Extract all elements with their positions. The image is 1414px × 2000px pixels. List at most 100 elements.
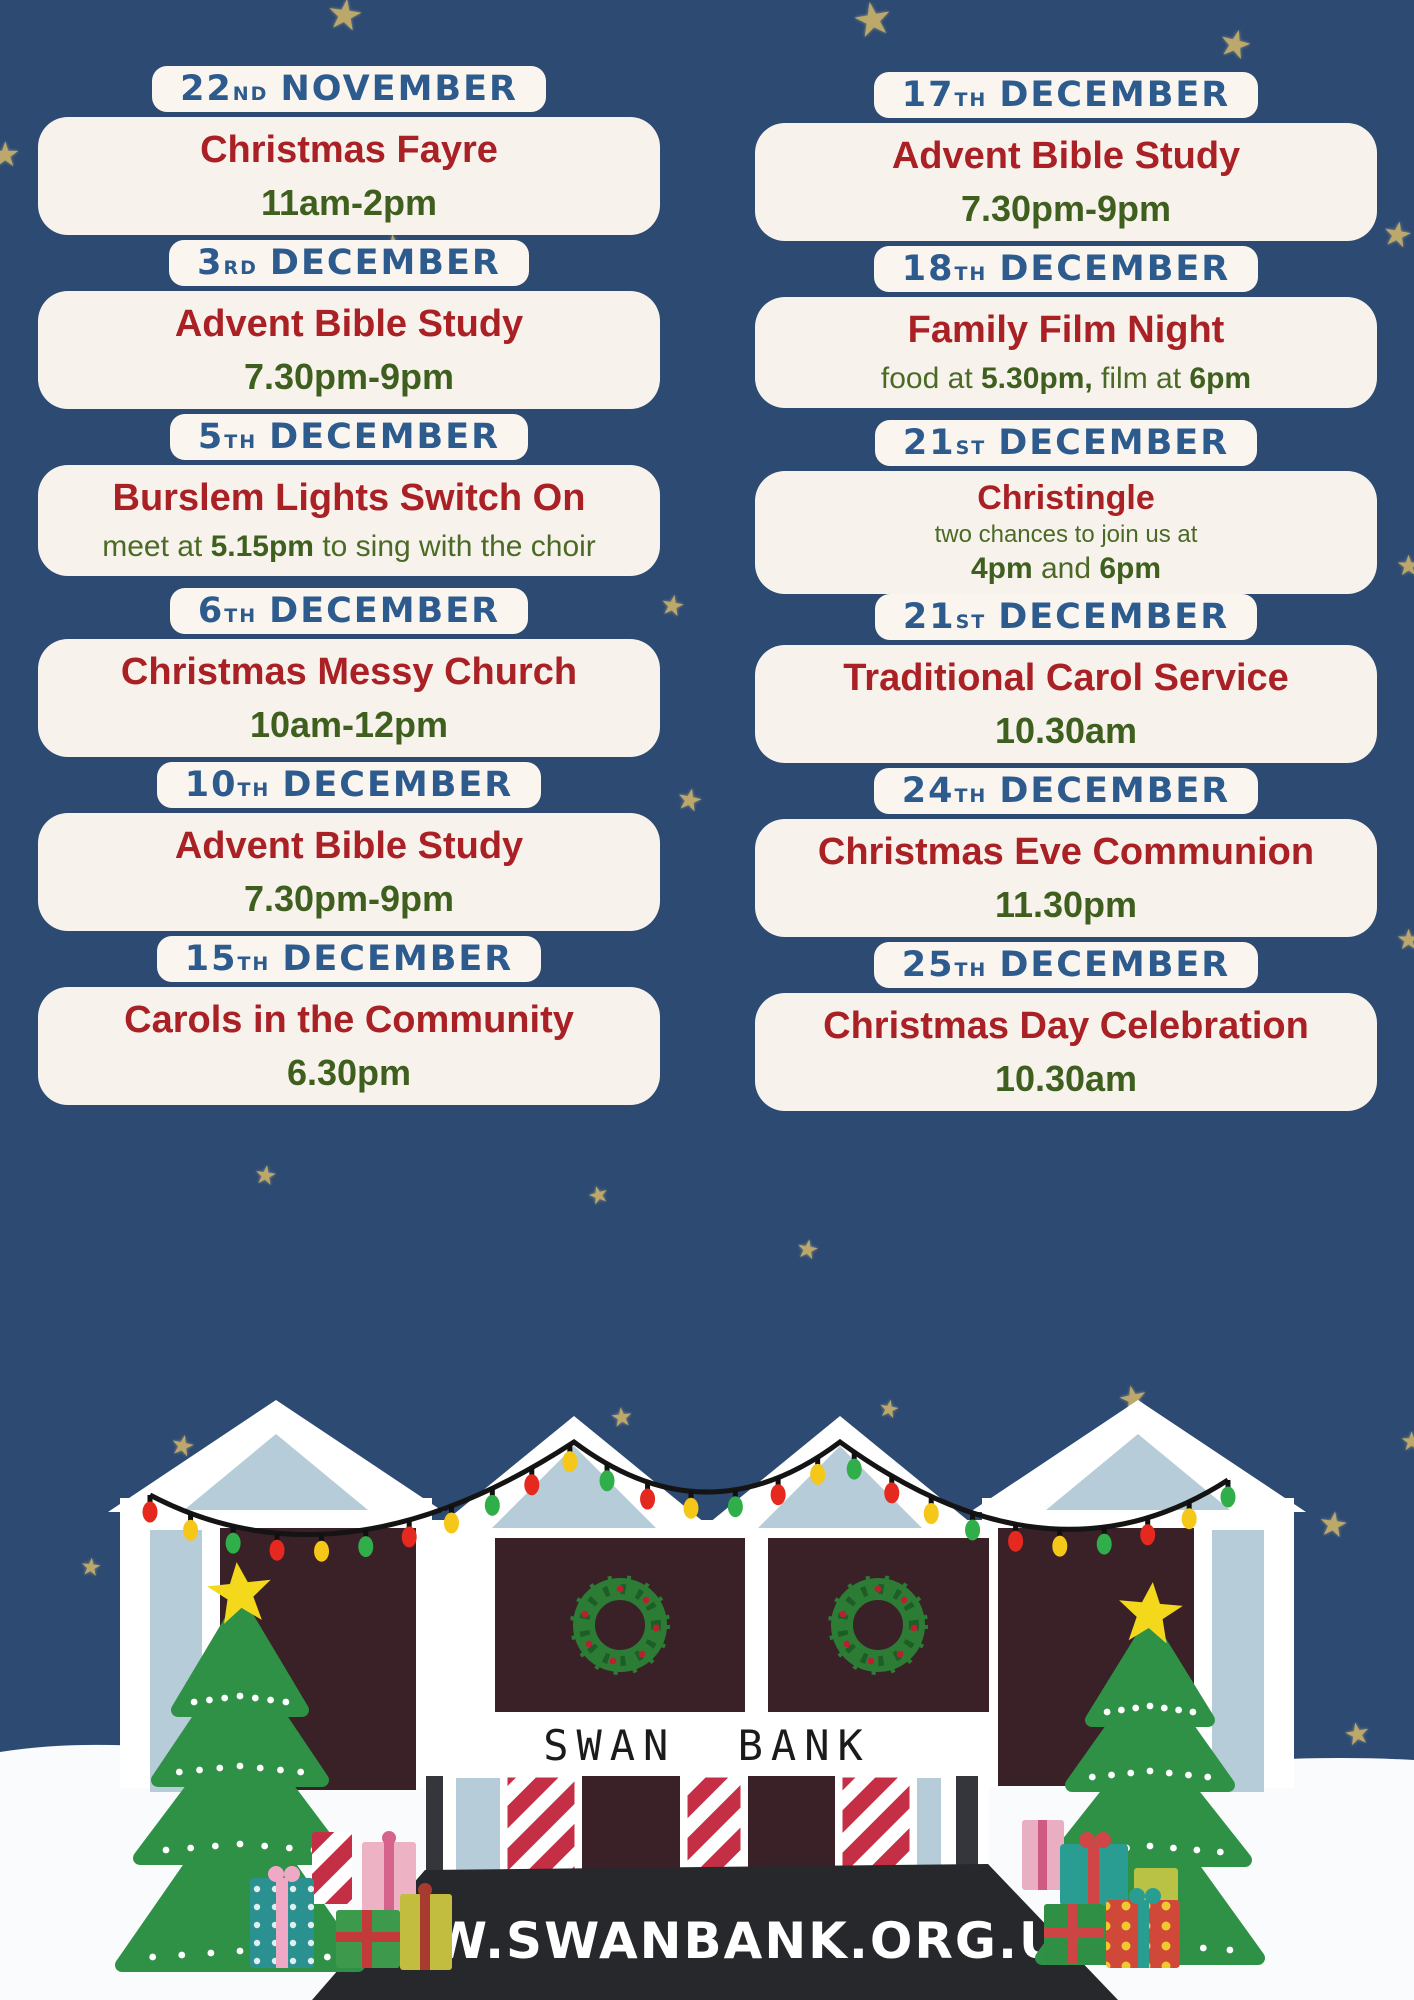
event-line: 11am-2pm xyxy=(260,181,438,223)
star-icon: ★ xyxy=(793,1232,822,1266)
event-line: Christmas Day Celebration xyxy=(823,1005,1309,1047)
event-15-december: 15 TH DECEMBER Carols in the Community 6.30p… xyxy=(38,936,660,1106)
star-icon: ★ xyxy=(672,781,707,820)
event-6-december: 6 TH DECEMBER Christmas Messy Church 10am-12… xyxy=(38,588,660,758)
date-suffix: TH xyxy=(954,89,988,111)
date-day: 18 xyxy=(901,249,955,289)
event-24-december: 24 TH DECEMBER Christmas Eve Communion 11.30… xyxy=(755,768,1377,938)
event-22-november: 22 ND NOVEMBER Christmas Fayre 11am-2pm xyxy=(38,66,660,236)
event-line: food at 5.30pm, film at 6pm xyxy=(880,361,1252,395)
event-card: Christmas Messy Church 10am-12pm xyxy=(38,639,660,758)
event-line: 10am-12pm xyxy=(249,703,449,745)
date-month: DECEMBER xyxy=(998,597,1230,637)
event-line: 10.30am xyxy=(994,709,1138,751)
event-line: Christmas Eve Communion xyxy=(817,831,1315,873)
date-day: 3 xyxy=(197,243,224,283)
event-line: 10.30am xyxy=(994,1057,1138,1099)
event-line: Carols in the Community xyxy=(124,999,574,1041)
date-month: NOVEMBER xyxy=(280,69,518,109)
event-card: Burslem Lights Switch On meet at 5.15pm t… xyxy=(38,465,660,577)
event-line: 11.30pm xyxy=(994,883,1138,925)
string-lights xyxy=(142,1438,1236,1562)
event-line: 6.30pm xyxy=(286,1051,412,1093)
date-day: 24 xyxy=(901,771,955,811)
date-day: 25 xyxy=(901,945,955,985)
event-card: Advent Bible Study 7.30pm-9pm xyxy=(755,123,1377,242)
event-17-december: 17 TH DECEMBER Advent Bible Study 7.30pm-9pm xyxy=(755,72,1377,242)
star-icon: ★ xyxy=(1213,20,1257,70)
event-line: Burslem Lights Switch On xyxy=(112,477,586,519)
date-month: DECEMBER xyxy=(999,945,1231,985)
date-suffix: TH xyxy=(954,959,988,981)
event-line: Traditional Carol Service xyxy=(843,657,1289,699)
event-card: Family Film Night food at 5.30pm, film at… xyxy=(755,297,1377,409)
event-date-pill: 22 ND NOVEMBER xyxy=(152,66,546,112)
event-line: Advent Bible Study xyxy=(891,135,1241,177)
date-day: 6 xyxy=(197,591,225,631)
event-line: Advent Bible Study xyxy=(174,303,524,345)
event-date-pill: 21 ST DECEMBER xyxy=(874,420,1258,466)
event-date-pill: 24 TH DECEMBER xyxy=(873,768,1259,814)
date-month: DECEMBER xyxy=(282,765,514,805)
date-suffix: TH xyxy=(237,953,271,975)
date-day: 21 xyxy=(902,597,956,637)
event-line: 7.30pm-9pm xyxy=(960,187,1172,229)
event-line: two chances to join us at xyxy=(934,521,1198,549)
event-line: meet at 5.15pm to sing with the choir xyxy=(102,529,596,563)
star-icon: ★ xyxy=(584,1179,613,1212)
star-icon: ★ xyxy=(1396,924,1414,955)
star-icon: ★ xyxy=(847,0,898,49)
date-suffix: ST xyxy=(955,611,987,633)
event-18-december: 18 TH DECEMBER Family Film Night food at 5.3… xyxy=(755,246,1377,409)
date-suffix: RD xyxy=(223,257,258,279)
event-line: 4pm and 6pm xyxy=(970,551,1162,585)
date-day: 17 xyxy=(901,75,955,115)
date-month: DECEMBER xyxy=(999,771,1231,811)
event-line: Advent Bible Study xyxy=(174,825,524,867)
date-suffix: ND xyxy=(232,83,269,105)
christmas-tree-left xyxy=(115,1558,365,1972)
event-card: Carols in the Community 6.30pm xyxy=(38,987,660,1106)
event-card: Christingle two chances to join us at 4pm … xyxy=(755,471,1377,595)
date-suffix: ST xyxy=(955,437,987,459)
event-card: Christmas Eve Communion 11.30pm xyxy=(755,819,1377,938)
event-21-december: 21 ST DECEMBER Christingle two chances to jo… xyxy=(755,420,1377,595)
building-sign: SWAN BANK xyxy=(543,1721,871,1770)
date-month: DECEMBER xyxy=(269,243,501,283)
star-icon: ★ xyxy=(657,588,688,623)
star-icon: ★ xyxy=(1378,213,1414,257)
event-line: Christingle xyxy=(977,479,1155,517)
date-month: DECEMBER xyxy=(999,75,1231,115)
event-card: Advent Bible Study 7.30pm-9pm xyxy=(38,813,660,932)
event-date-pill: 25 TH DECEMBER xyxy=(873,942,1259,988)
event-date-pill: 3 RD DECEMBER xyxy=(169,240,529,286)
star-icon: ★ xyxy=(0,136,21,174)
star-icon: ★ xyxy=(1396,550,1414,581)
gifts-left xyxy=(250,1831,452,1970)
star-icon: ★ xyxy=(1400,1426,1414,1456)
event-date-pill: 17 TH DECEMBER xyxy=(873,72,1259,118)
event-25-december: 25 TH DECEMBER Christmas Day Celebration 10.… xyxy=(755,942,1377,1112)
event-line: 7.30pm-9pm xyxy=(243,877,455,919)
event-date-pill: 18 TH DECEMBER xyxy=(873,246,1259,292)
star-icon: ★ xyxy=(322,0,367,41)
event-card: Christmas Day Celebration 10.30am xyxy=(755,993,1377,1112)
date-day: 22 xyxy=(180,69,233,109)
event-line: Christmas Fayre xyxy=(200,129,498,171)
event-21-december: 21 ST DECEMBER Traditional Carol Service 10.… xyxy=(755,594,1377,764)
date-month: DECEMBER xyxy=(269,417,501,457)
event-10-december: 10 TH DECEMBER Advent Bible Study 7.30pm-9pm xyxy=(38,762,660,932)
event-line: Christmas Messy Church xyxy=(120,651,578,693)
date-day: 10 xyxy=(184,765,238,805)
event-card: Traditional Carol Service 10.30am xyxy=(755,645,1377,764)
event-date-pill: 10 TH DECEMBER xyxy=(156,762,542,808)
event-line: Family Film Night xyxy=(907,309,1225,351)
event-date-pill: 5 TH DECEMBER xyxy=(169,414,529,460)
event-date-pill: 6 TH DECEMBER xyxy=(169,588,529,634)
date-month: DECEMBER xyxy=(269,591,501,631)
gifts-right xyxy=(1022,1820,1180,1968)
date-month: DECEMBER xyxy=(282,939,514,979)
date-month: DECEMBER xyxy=(998,423,1230,463)
event-5-december: 5 TH DECEMBER Burslem Lights Switch On meet … xyxy=(38,414,660,577)
